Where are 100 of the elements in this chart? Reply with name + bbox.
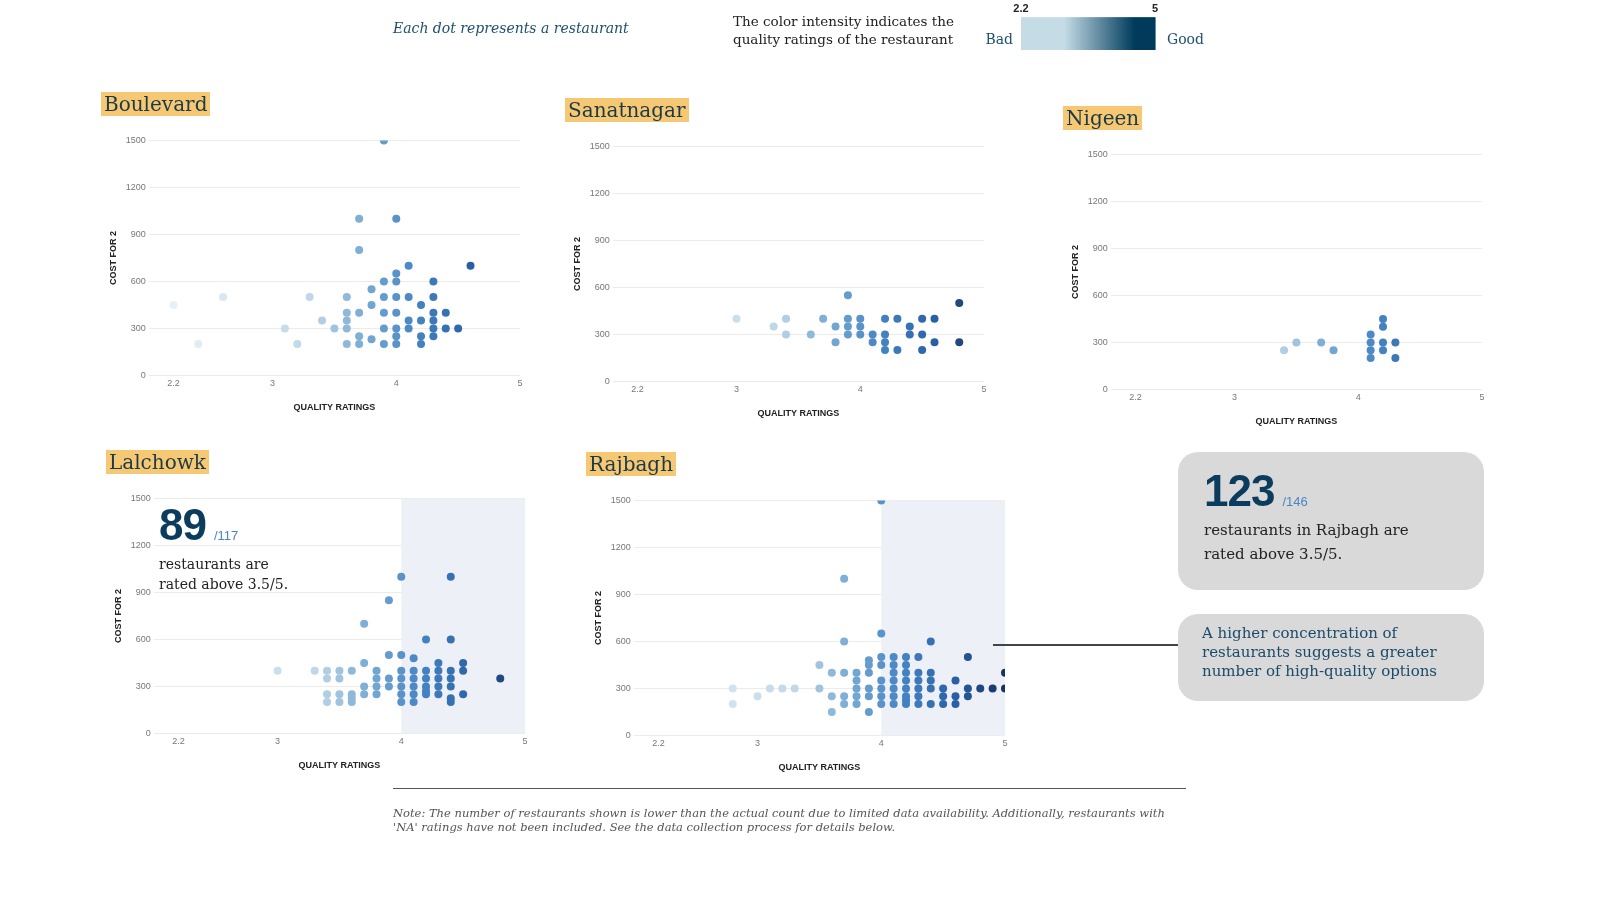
point [918,330,927,339]
point [417,332,426,341]
text: restaurants in Rajbagh are rated above 3.5/5. [1204,520,1410,565]
y-tick-label: 0 [604,375,610,386]
point [1292,338,1301,347]
y-tick-label: 900 [135,586,151,597]
point [918,314,927,323]
point [881,330,890,339]
point [392,277,401,286]
text: Bad [985,31,1013,47]
point [1366,354,1375,363]
point [881,338,890,347]
point [1280,346,1289,355]
x-tick-label: 3 [275,736,281,747]
point [355,246,364,255]
point [379,293,388,302]
point [905,330,914,339]
point [367,300,376,309]
y-tick-label: 900 [1092,242,1108,253]
point [881,314,890,323]
x-axis-title: QUALITY RATINGS [757,408,840,419]
point [868,338,877,347]
y-axis-title: COST FOR 2 [592,590,603,645]
x-tick-label: 4 [393,378,399,389]
text: Note: The number of restaurants shown is lower than the actual count due to limited data availability. Additionally, restaurants with 'NA' ratings have not been included. See the data collection process for details below. [393,806,1166,834]
chart-title: Nigeen [1063,106,1143,130]
point [429,293,438,302]
point [367,285,376,294]
point [417,316,426,325]
point [856,322,865,331]
point [293,340,302,349]
point [392,332,401,341]
y-tick-label: 300 [130,322,146,333]
point [429,308,438,317]
y-tick-label: 900 [594,234,610,245]
point [843,291,852,300]
y-tick-label: 1500 [125,134,146,145]
point [219,293,228,302]
point [831,338,840,347]
point [1366,338,1375,347]
x-tick-label: 3 [734,384,740,395]
y-tick-label: 0 [140,369,146,380]
point [1329,346,1338,355]
y-tick-label: 0 [1102,383,1108,394]
point [454,324,463,333]
point [1391,354,1400,363]
point [429,277,438,286]
point [819,314,828,323]
text: A higher concentration of restaurants suggests a greater number of high-quality options [1178,614,1484,701]
x-tick-label: 5 [522,736,528,747]
x-axis-title: QUALITY RATINGS [298,760,381,771]
x-axis-title: QUALITY RATINGS [1255,416,1338,427]
point [905,322,914,331]
point [417,340,426,349]
point [1379,322,1388,331]
x-tick-label: 5 [517,378,523,389]
point [1379,346,1388,355]
y-tick-label: 0 [625,729,631,740]
point [955,338,964,347]
point [429,324,438,333]
chart-title: Lalchowk [106,450,209,474]
point [918,346,927,355]
point [769,322,778,331]
y-tick-label: 900 [615,588,631,599]
y-tick-label: 300 [1092,336,1108,347]
point [392,340,401,349]
point [379,340,388,349]
y-tick-label: 600 [594,281,610,292]
x-tick-label: 3 [1232,392,1238,403]
annotation: restaurants are rated above 3.5/5. [159,555,290,594]
point [342,340,351,349]
text: Each dot represents a restaurant [393,20,629,36]
y-tick-label: 600 [615,635,631,646]
point [392,324,401,333]
y-tick-label: 0 [145,727,151,738]
y-tick-label: 600 [1092,289,1108,300]
x-tick-label: 2.2 [631,384,644,395]
point [194,340,203,349]
x-axis-title: QUALITY RATINGS [293,402,376,413]
point [330,324,339,333]
color-bar-label: 2.2 [1013,1,1029,14]
chart-title: Boulevard [101,92,211,116]
point [441,324,450,333]
point [831,322,840,331]
annotation: 89 [159,500,206,550]
point [367,335,376,344]
x-tick-label: 5 [1479,392,1485,403]
y-axis-title: COST FOR 2 [112,588,123,643]
annotation: /117 [213,528,239,543]
point [392,293,401,302]
y-tick-label: 300 [135,680,151,691]
y-tick-label: 1200 [125,181,146,192]
x-tick-label: 3 [270,378,276,389]
point [1366,346,1375,355]
y-tick-label: 1200 [610,541,631,552]
point [342,308,351,317]
text: 123 [1204,466,1275,516]
point [305,293,314,302]
point [955,299,964,308]
y-tick-label: 1500 [589,140,610,151]
